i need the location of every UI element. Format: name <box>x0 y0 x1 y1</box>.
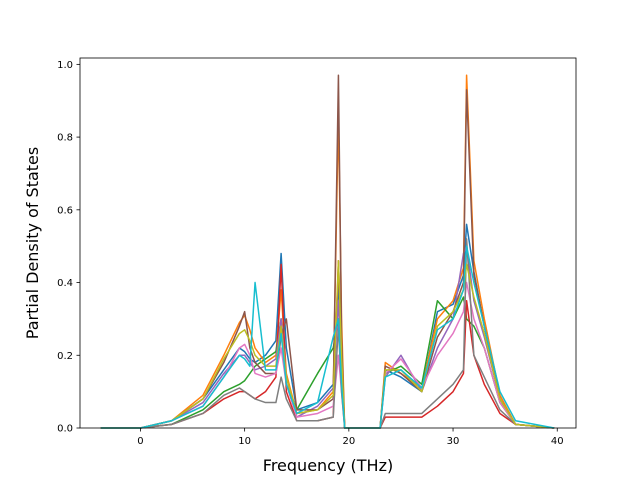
x-tick-label: 40 <box>551 436 564 447</box>
y-tick-label: 0.6 <box>57 205 73 216</box>
plot-frame <box>79 57 577 429</box>
y-tick-label: 0.2 <box>57 351 73 362</box>
series-layer <box>100 74 555 429</box>
y-tick-label: 0.4 <box>57 278 73 289</box>
x-axis-ticks: 0 10 20 30 40 <box>137 428 564 447</box>
series-line-9 <box>100 245 555 429</box>
x-tick-label: 20 <box>342 436 355 447</box>
y-tick-label: 0.0 <box>57 424 73 435</box>
x-axis-label: Frequency (THz) <box>263 456 393 475</box>
x-tick-label: 10 <box>238 436 251 447</box>
x-tick-label: 0 <box>137 436 143 447</box>
y-tick-label: 1.0 <box>57 60 73 71</box>
x-tick-label: 30 <box>447 436 460 447</box>
series-line-5 <box>100 74 555 429</box>
y-tick-label: 0.8 <box>57 133 73 144</box>
y-axis-ticks: 0.0 0.2 0.4 0.6 0.8 1.0 <box>57 60 80 435</box>
y-axis-label: Partial Density of States <box>23 147 42 339</box>
